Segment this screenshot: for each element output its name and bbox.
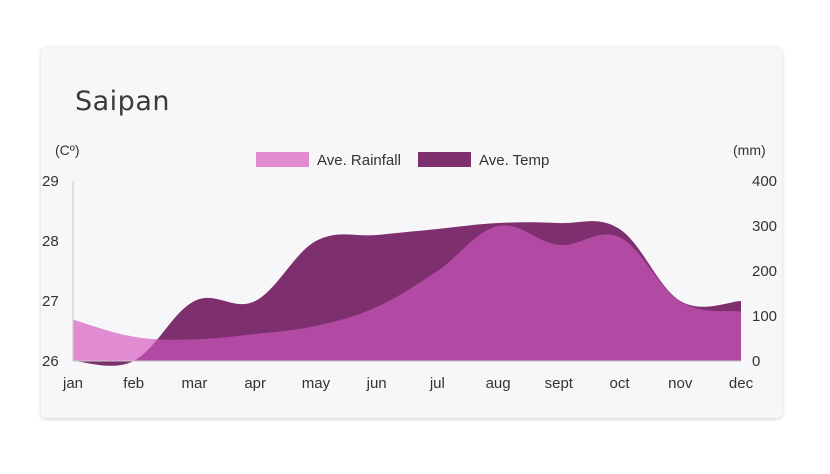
legend-label: Ave. Rainfall xyxy=(317,152,401,169)
left-tick-label: 26 xyxy=(42,353,59,370)
x-tick-label: jun xyxy=(366,375,387,392)
legend-swatch xyxy=(418,152,471,167)
left-axis-unit: (Cº) xyxy=(55,142,80,158)
left-tick-label: 29 xyxy=(42,173,59,190)
x-tick-label: sept xyxy=(545,375,574,392)
right-tick-label: 200 xyxy=(752,263,777,280)
x-tick-label: feb xyxy=(123,375,144,392)
x-tick-label: aug xyxy=(486,375,511,392)
x-tick-label: oct xyxy=(610,375,631,392)
x-tick-label: jul xyxy=(429,375,445,392)
overlap-area xyxy=(73,225,741,361)
right-axis-unit: (mm) xyxy=(733,142,766,158)
x-tick-label: may xyxy=(302,375,331,392)
right-tick-label: 400 xyxy=(752,173,777,190)
left-tick-label: 28 xyxy=(42,233,59,250)
left-tick-label: 27 xyxy=(42,293,59,310)
chart-title: Saipan xyxy=(75,86,170,117)
right-tick-label: 300 xyxy=(752,218,777,235)
x-tick-label: mar xyxy=(182,375,208,392)
legend-swatch xyxy=(256,152,309,167)
legend-label: Ave. Temp xyxy=(479,152,549,169)
x-tick-label: nov xyxy=(668,375,693,392)
x-tick-label: dec xyxy=(729,375,754,392)
right-tick-label: 100 xyxy=(752,308,777,325)
right-tick-label: 0 xyxy=(752,353,760,370)
x-tick-label: jan xyxy=(62,375,83,392)
x-tick-label: apr xyxy=(244,375,266,392)
